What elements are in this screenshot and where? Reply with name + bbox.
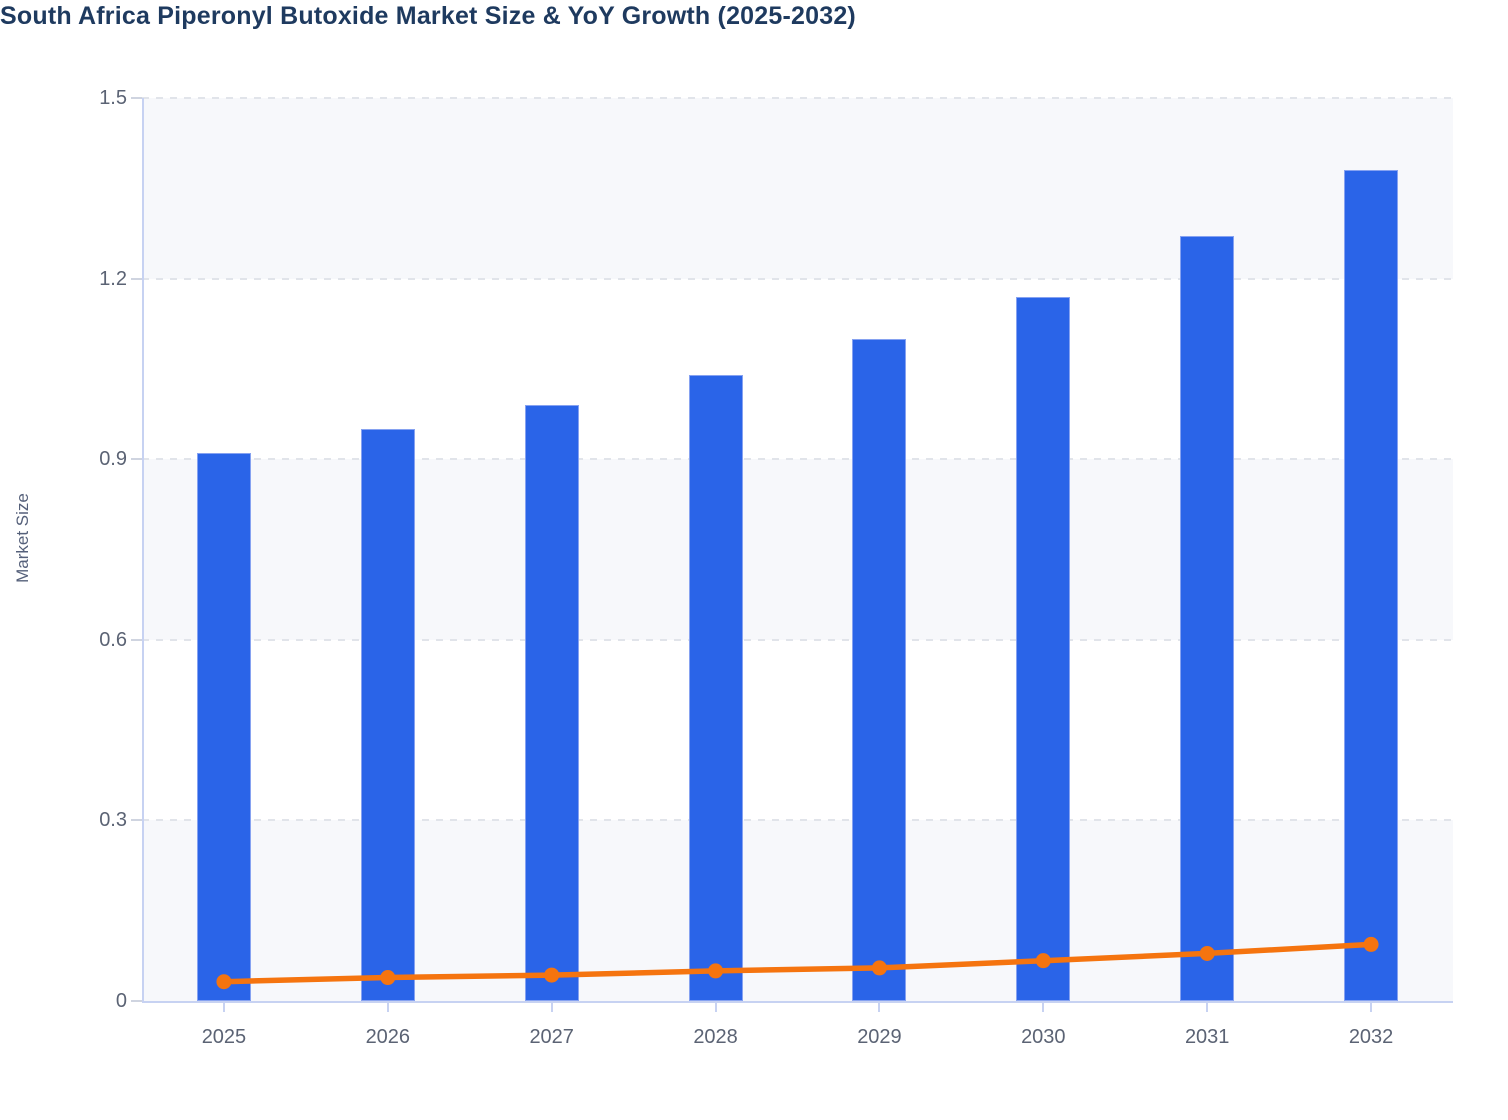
line-marker-2030 [1035, 953, 1051, 969]
x-axis-tick [1042, 1001, 1045, 1012]
y-axis-tick [131, 458, 142, 461]
x-axis-tick [386, 1001, 389, 1012]
x-tick-label: 2030 [1021, 1026, 1066, 1048]
x-axis-tick [878, 1001, 881, 1012]
bar-2032 [1344, 170, 1399, 1001]
x-tick-label: 2029 [857, 1026, 902, 1048]
y-axis-line [142, 98, 144, 1003]
line-marker-2029 [871, 960, 887, 976]
line-marker-2027 [544, 967, 560, 983]
x-axis-tick [222, 1001, 225, 1012]
x-tick-label: 2028 [693, 1026, 738, 1048]
gridline [142, 638, 1453, 641]
bar-2030 [1016, 296, 1071, 1001]
yoy-growth-line [221, 941, 1374, 985]
line-marker-2025 [216, 974, 232, 990]
x-tick-label: 2027 [529, 1026, 574, 1048]
y-tick-label: 1.5 [99, 87, 127, 109]
x-axis-tick [1370, 1001, 1373, 1012]
x-tick-label: 2025 [201, 1026, 247, 1048]
bar-2028 [688, 374, 743, 1001]
bar-2025 [196, 453, 251, 1001]
line-marker-2028 [708, 963, 724, 979]
x-axis-tick [550, 1001, 553, 1012]
y-tick-label: 0.3 [99, 809, 127, 832]
bar-2029 [852, 338, 907, 1001]
plot-area [142, 97, 1453, 1001]
gridline [142, 97, 1453, 99]
gridline [142, 819, 1453, 822]
x-axis-tick [714, 1001, 717, 1012]
y-tick-label: 1.2 [99, 267, 127, 290]
x-tick-label: 2031 [1184, 1026, 1230, 1048]
y-axis-tick [131, 277, 142, 280]
y-axis-tick [131, 97, 142, 99]
bar-2031 [1180, 236, 1235, 1001]
y-tick-label: 0.9 [99, 448, 127, 471]
chart-title: South Africa Piperonyl Butoxide Market S… [0, 2, 856, 30]
grid-band [142, 98, 1453, 279]
x-tick-label: 2032 [1348, 1026, 1394, 1048]
x-axis-tick [1206, 1001, 1209, 1012]
gridline [142, 277, 1453, 280]
bar-2026 [360, 429, 415, 1001]
yoy-growth-line-layer [216, 936, 1379, 990]
gridline [142, 458, 1453, 461]
y-axis-title: Market Size [13, 493, 32, 583]
x-tick-label: 2026 [365, 1026, 411, 1048]
x-axis-line [142, 1001, 1453, 1003]
line-marker-2031 [1199, 945, 1215, 961]
line-marker-2026 [380, 970, 396, 986]
bar-2027 [524, 405, 579, 1001]
y-axis-tick [131, 819, 142, 822]
line-marker-2032 [1363, 936, 1379, 952]
y-tick-label: 0 [115, 990, 127, 1012]
grid-band [142, 459, 1453, 640]
y-tick-label: 0.6 [99, 628, 127, 651]
y-axis-tick [131, 638, 142, 641]
y-axis-tick [131, 1000, 142, 1002]
